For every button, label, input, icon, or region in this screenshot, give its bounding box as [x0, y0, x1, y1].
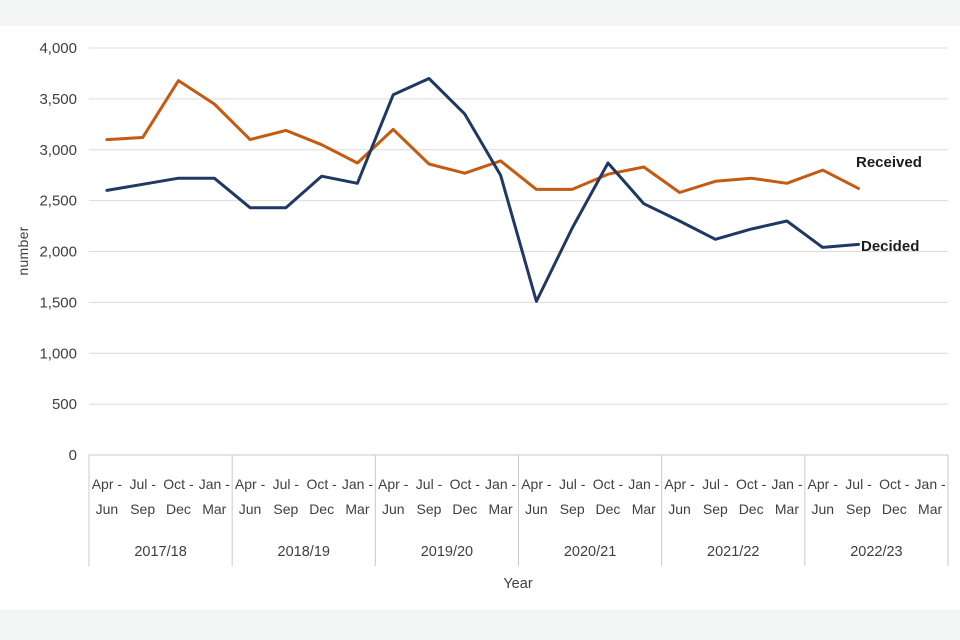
x-tick-label-quarter: Jul - — [273, 476, 300, 492]
x-tick-label-quarter: Mar — [202, 501, 226, 517]
x-tick-label-quarter: Jul - — [416, 476, 443, 492]
x-tick-label-quarter: Apr - — [92, 476, 123, 492]
y-tick-label: 0 — [69, 447, 77, 464]
x-tick-label-year: 2019/20 — [421, 544, 473, 560]
y-tick-label: 1,000 — [39, 345, 77, 362]
x-tick-label-quarter: Sep — [273, 501, 298, 517]
x-tick-label-quarter: Jun — [239, 501, 262, 517]
x-tick-label-quarter: Apr - — [235, 476, 266, 492]
x-tick-label-quarter: Dec — [882, 501, 907, 517]
x-tick-label-year: 2021/22 — [707, 544, 759, 560]
x-tick-label-quarter: Jan - — [342, 476, 373, 492]
x-tick-label-quarter: Jul - — [702, 476, 729, 492]
x-tick-label-quarter: Apr - — [521, 476, 552, 492]
x-tick-label-quarter: Mar — [489, 501, 513, 517]
x-tick-label-quarter: Oct - — [736, 476, 767, 492]
x-tick-label-quarter: Jan - — [485, 476, 516, 492]
y-tick-label: 2,500 — [39, 193, 77, 210]
series-label-decided: Decided — [861, 238, 920, 255]
x-tick-label-quarter: Sep — [846, 501, 871, 517]
y-axis-title: number — [15, 226, 31, 276]
x-tick-label-quarter: Jun — [525, 501, 548, 517]
x-tick-label-quarter: Jul - — [559, 476, 586, 492]
series-line-decided — [105, 77, 860, 303]
x-tick-label-quarter: Mar — [918, 501, 942, 517]
y-tick-label: 500 — [52, 396, 77, 413]
x-tick-label-quarter: Oct - — [163, 476, 194, 492]
x-tick-label-quarter: Jan - — [199, 476, 230, 492]
x-tick-label-quarter: Mar — [345, 501, 369, 517]
y-tick-label: 1,500 — [39, 294, 77, 311]
x-tick-label-quarter: Dec — [452, 501, 477, 517]
x-tick-label-quarter: Dec — [309, 501, 334, 517]
x-tick-label-quarter: Mar — [775, 501, 799, 517]
x-tick-label-quarter: Sep — [703, 501, 728, 517]
x-tick-label-quarter: Jun — [668, 501, 691, 517]
x-tick-label-quarter: Jan - — [628, 476, 659, 492]
y-tick-label: 3,000 — [39, 142, 77, 159]
x-tick-label-quarter: Jul - — [845, 476, 872, 492]
x-tick-label-quarter: Dec — [739, 501, 764, 517]
x-tick-label-quarter: Jun — [96, 501, 119, 517]
x-tick-label-year: 2020/21 — [564, 544, 616, 560]
x-tick-label-quarter: Oct - — [450, 476, 481, 492]
x-tick-label-year: 2018/19 — [278, 544, 330, 560]
x-tick-label-quarter: Oct - — [879, 476, 910, 492]
page-band-top — [0, 0, 960, 26]
x-tick-label-quarter: Sep — [417, 501, 442, 517]
x-tick-label-quarter: Jun — [382, 501, 405, 517]
x-tick-label-year: 2022/23 — [850, 544, 902, 560]
x-tick-label-quarter: Apr - — [808, 476, 839, 492]
series-label-received: Received — [856, 154, 922, 171]
x-tick-label-quarter: Sep — [560, 501, 585, 517]
y-tick-label: 4,000 — [39, 40, 77, 57]
x-tick-label-quarter: Apr - — [378, 476, 409, 492]
x-tick-label-quarter: Jun — [811, 501, 834, 517]
x-tick-label-quarter: Jan - — [771, 476, 802, 492]
x-tick-label-quarter: Mar — [632, 501, 656, 517]
x-tick-label-quarter: Oct - — [306, 476, 337, 492]
y-tick-label: 2,000 — [39, 244, 77, 261]
x-tick-label-quarter: Oct - — [593, 476, 624, 492]
series-line-received — [105, 79, 860, 194]
y-tick-label: 3,500 — [39, 91, 77, 108]
x-tick-label-year: 2017/18 — [134, 544, 186, 560]
page-band-bottom — [0, 610, 960, 640]
x-tick-label-quarter: Dec — [596, 501, 621, 517]
x-tick-label-quarter: Sep — [130, 501, 155, 517]
x-tick-label-quarter: Jan - — [915, 476, 946, 492]
x-tick-label-quarter: Jul - — [129, 476, 156, 492]
x-axis-title: Year — [503, 576, 533, 592]
x-tick-label-quarter: Dec — [166, 501, 191, 517]
x-tick-label-quarter: Apr - — [664, 476, 695, 492]
